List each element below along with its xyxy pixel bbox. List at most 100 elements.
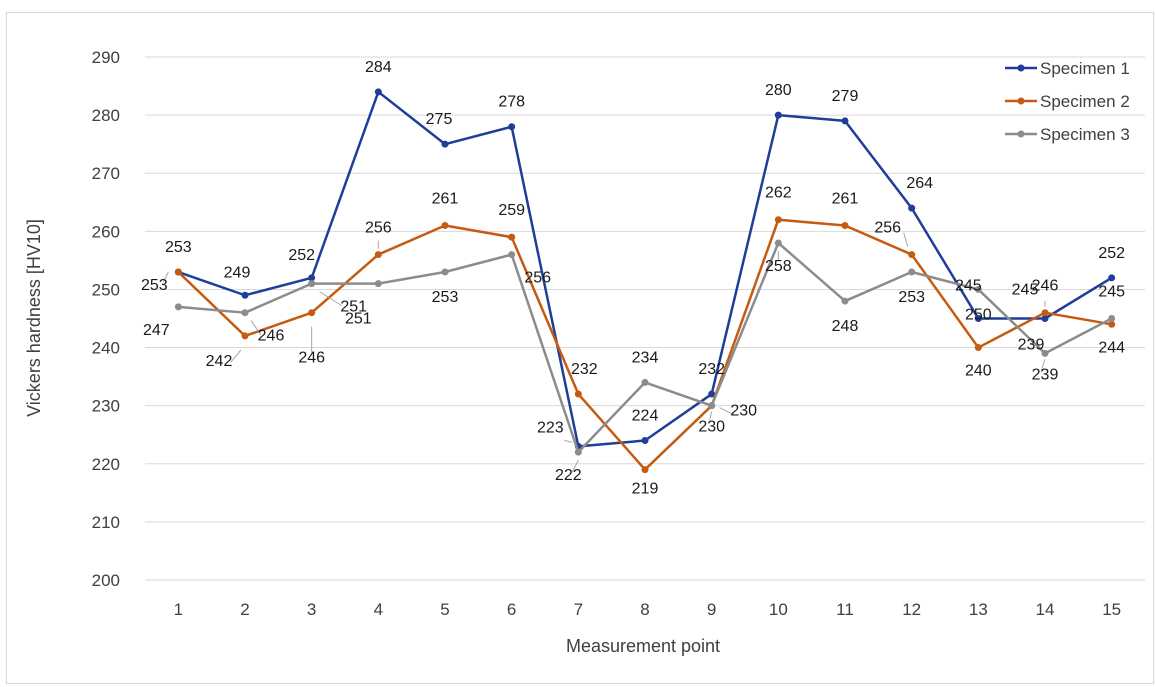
data-point: [708, 390, 716, 398]
data-point: [774, 111, 782, 119]
data-label: 245: [1098, 284, 1125, 301]
x-tick-label: 11: [836, 600, 854, 619]
label-leaders: [162, 232, 1046, 473]
data-point: [841, 222, 849, 230]
data-point: [974, 315, 982, 322]
y-tick-label: 210: [92, 513, 120, 532]
y-tick-label: 250: [92, 280, 120, 299]
data-label: 224: [632, 408, 659, 425]
data-label: 256: [524, 270, 551, 287]
legend-marker-2: [1017, 97, 1025, 105]
data-label: 284: [365, 59, 392, 76]
data-point: [841, 117, 849, 125]
data-point: [641, 466, 649, 474]
label-leader: [250, 320, 262, 335]
data-label: 253: [165, 239, 192, 256]
y-axis-ticks: 200 210 220 230 240 250 260 270 280 290: [92, 48, 120, 590]
data-label: 278: [498, 94, 525, 111]
data-label: 279: [832, 88, 859, 105]
data-point: [441, 140, 449, 148]
label-leader: [719, 407, 732, 415]
y-tick-label: 270: [92, 164, 120, 183]
data-label: 256: [365, 220, 392, 237]
data-point: [841, 297, 849, 305]
data-label: 252: [1098, 245, 1125, 262]
data-point: [308, 280, 316, 288]
legend-marker-3: [1017, 130, 1025, 138]
y-tick-label: 230: [92, 397, 120, 416]
data-point: [441, 222, 449, 230]
series-line-1: [177, 90, 1113, 448]
x-tick-label: 15: [1102, 600, 1121, 619]
data-point: [308, 309, 316, 317]
data-label: 264: [906, 175, 933, 192]
data-label: 275: [426, 111, 453, 128]
data-label: 262: [765, 185, 792, 202]
data-point: [508, 233, 516, 241]
data-label: 251: [340, 299, 367, 316]
x-tick-label: 14: [1036, 600, 1055, 619]
data-point: [641, 378, 649, 386]
data-label: 253: [141, 277, 168, 294]
data-point: [374, 88, 382, 96]
data-label: 251: [345, 311, 372, 328]
data-label: 245: [1012, 282, 1039, 299]
data-label: 261: [832, 191, 859, 208]
data-label: 234: [632, 349, 659, 366]
data-label: 258: [765, 258, 792, 275]
data-label: 223: [537, 419, 564, 436]
data-point: [908, 268, 916, 276]
x-tick-label: 3: [307, 600, 316, 619]
data-point: [974, 344, 982, 352]
data-label: 253: [898, 289, 925, 306]
data-point: [1041, 315, 1049, 322]
data-label: 280: [765, 82, 792, 99]
data-point: [1108, 274, 1116, 282]
data-label: 239: [1018, 336, 1045, 353]
data-point: [774, 216, 782, 224]
data-point: [241, 309, 249, 317]
y-tick-label: 240: [92, 339, 120, 358]
data-point: [374, 251, 382, 259]
x-tick-label: 12: [902, 600, 921, 619]
legend-label-2: Specimen 2: [1040, 92, 1130, 111]
label-leader: [709, 411, 713, 420]
data-point: [908, 204, 916, 212]
data-point: [774, 239, 782, 247]
data-label: 222: [555, 467, 582, 484]
data-label: 259: [498, 202, 525, 219]
x-tick-label: 13: [969, 600, 988, 619]
label-leader: [162, 271, 169, 283]
label-leader: [230, 349, 242, 363]
y-tick-label: 290: [92, 48, 120, 67]
data-point: [241, 291, 249, 299]
legend-label-3: Specimen 3: [1040, 125, 1130, 144]
data-label: 240: [965, 363, 992, 380]
data-point: [708, 402, 716, 410]
y-tick-label: 260: [92, 222, 120, 241]
label-leader: [564, 439, 573, 443]
x-tick-label: 6: [507, 600, 516, 619]
data-label: 256: [874, 220, 901, 237]
data-label: 246: [298, 350, 325, 367]
y-tick-label: 200: [92, 571, 120, 590]
data-point: [1108, 315, 1116, 322]
x-tick-label: 4: [374, 600, 383, 619]
data-label: 248: [832, 318, 859, 335]
data-point: [174, 268, 182, 276]
data-label: 249: [224, 264, 251, 281]
data-label: 247: [143, 322, 170, 339]
data-point: [374, 280, 382, 288]
data-point: [241, 332, 249, 340]
data-label: 244: [1098, 339, 1125, 356]
data-label: 261: [432, 191, 459, 208]
data-label: 245: [955, 278, 982, 295]
data-label: 246: [258, 328, 285, 345]
data-point: [1108, 320, 1116, 328]
data-label: 239: [1032, 366, 1059, 383]
legend-marker-1: [1017, 64, 1025, 72]
data-point: [974, 285, 982, 293]
x-axis-title: Measurement point: [566, 636, 720, 656]
